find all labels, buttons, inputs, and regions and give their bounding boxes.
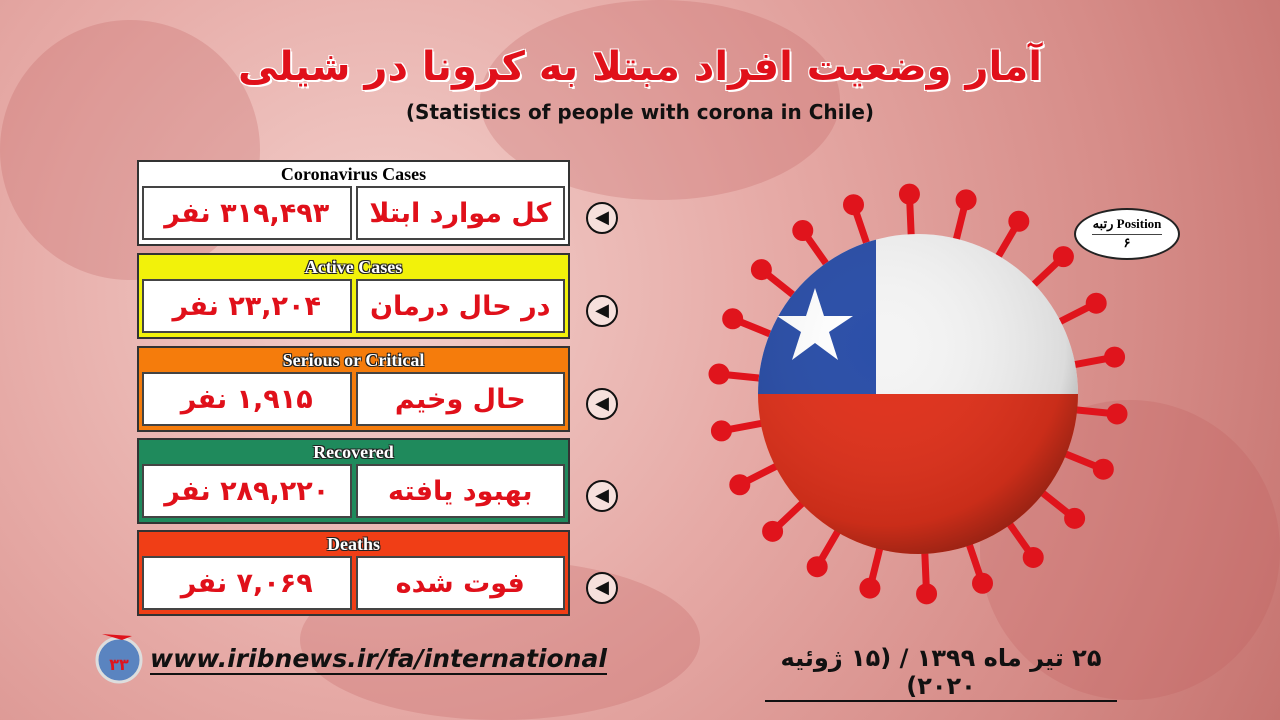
stat-value: ۱,۹۱۵ نفر <box>142 372 352 426</box>
virus-spike-tip <box>1106 403 1128 425</box>
virus-spike-tip <box>916 583 938 605</box>
page-subtitle: (Statistics of people with corona in Chi… <box>405 100 875 124</box>
virus-spike-tip <box>1092 458 1114 480</box>
position-label: رتبه Position <box>1092 216 1162 231</box>
virus-spike-tip <box>842 194 864 216</box>
virus-spike-tip <box>792 220 814 242</box>
stat-value: ۲۸۹,۲۲۰ نفر <box>142 464 352 518</box>
arrow-left-circle-icon: ◀ <box>586 202 618 234</box>
virus-spike-tip <box>1085 292 1107 314</box>
virus-spike-tip <box>1104 346 1126 368</box>
stat-box-coronavirus-cases: Coronavirus Cases ۳۱۹,۴۹۳ نفر کل موارد ا… <box>137 160 570 246</box>
chile-flag-virus <box>708 183 1128 605</box>
stat-label: در حال درمان <box>355 279 565 333</box>
virus-spike-tip <box>898 183 920 205</box>
virus-spike-tip <box>722 308 744 330</box>
arrow-left-circle-icon: ◀ <box>586 572 618 604</box>
stat-box-active-cases: Active Cases ۲۳,۲۰۴ نفر در حال درمان <box>137 253 570 339</box>
svg-text:۳۳: ۳۳ <box>109 655 129 674</box>
divider <box>1092 234 1162 235</box>
virus-spike-tip <box>1052 246 1074 268</box>
virus-spike-tip <box>708 363 730 385</box>
stat-label: حال وخیم <box>355 372 565 426</box>
stat-box-deaths: Deaths ۷,۰۶۹ نفر فوت شده <box>137 530 570 616</box>
stat-header: Serious or Critical <box>282 350 425 370</box>
virus-spike-tip <box>750 259 772 281</box>
page-title: آمار وضعیت افراد مبتلا به کرونا در شیلی <box>238 44 1042 90</box>
stat-header: Coronavirus Cases <box>280 164 427 184</box>
website-link[interactable]: www.iribnews.ir/fa/international <box>150 644 607 675</box>
stat-header: Recovered <box>313 442 394 462</box>
stat-box-serious-or-critical: Serious or Critical ۱,۹۱۵ نفر حال وخیم <box>137 346 570 432</box>
virus-spike-tip <box>1064 507 1086 529</box>
virus-spike-tip <box>859 577 881 599</box>
iribnews-logo: ۳۳ <box>95 634 143 684</box>
stat-value: ۳۱۹,۴۹۳ نفر <box>142 186 352 240</box>
stat-value: ۷,۰۶۹ نفر <box>142 556 352 610</box>
virus-spike-tip <box>729 474 751 496</box>
virus-spike-tip <box>806 556 828 578</box>
virus-spike-tip <box>955 189 977 211</box>
stat-header: Active Cases <box>304 257 403 277</box>
stat-label: بهبود یافته <box>355 464 565 518</box>
stat-label: کل موارد ابتلا <box>355 186 565 240</box>
position-value: ۶ <box>1123 235 1131 250</box>
arrow-left-circle-icon: ◀ <box>586 388 618 420</box>
stat-label: فوت شده <box>355 556 565 610</box>
arrow-left-circle-icon: ◀ <box>586 295 618 327</box>
virus-spike-tip <box>710 420 732 442</box>
stat-header: Deaths <box>327 534 380 554</box>
virus-spike-tip <box>1008 210 1030 232</box>
virus-spike-tip <box>1022 546 1044 568</box>
virus-spike-tip <box>762 520 784 542</box>
position-bubble: رتبه Position ۶ <box>1074 208 1180 260</box>
stat-value: ۲۳,۲۰۴ نفر <box>142 279 352 333</box>
virus-spike-tip <box>972 572 994 594</box>
stat-box-recovered: Recovered ۲۸۹,۲۲۰ نفر بهبود یافته <box>137 438 570 524</box>
arrow-left-circle-icon: ◀ <box>586 480 618 512</box>
date-text: ۲۵ تیر ماه ۱۳۹۹ / (۱۵ ژوئیه ۲۰۲۰) <box>765 644 1117 702</box>
